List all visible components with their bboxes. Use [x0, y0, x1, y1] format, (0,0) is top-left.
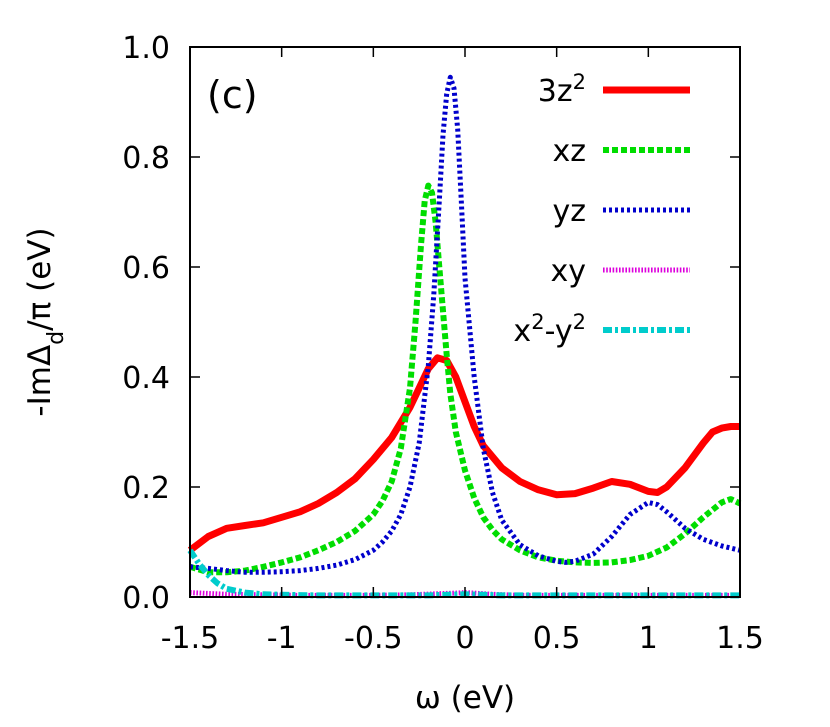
y-tick-label: 1.0	[122, 31, 170, 66]
legend-label-xy: xy	[550, 254, 586, 289]
x-tick-label: -0.5	[344, 621, 403, 656]
axis-ticks	[189, 46, 741, 598]
y-axis-label-subscript: d	[44, 331, 69, 345]
series-line-yz	[189, 74, 741, 575]
series-curves	[187, 74, 742, 599]
plot-frame	[189, 46, 741, 598]
y-tick-label: 0.8	[122, 141, 170, 176]
x-tick-label: 1	[639, 621, 658, 656]
x-tick-label: -1	[267, 621, 297, 656]
panel-label: (c)	[207, 73, 258, 117]
tick-labels: -1.5 -1 -0.5 0 0.5 1 1.5 0.0 0.2 0.4 0.6 0.8 1.0	[122, 31, 764, 656]
legend-label-3z2: 3z2	[538, 70, 586, 109]
x-tick-label: 1.5	[716, 621, 764, 656]
x-tick-label: -1.5	[161, 621, 220, 656]
legend-label-xz: xz	[552, 134, 586, 169]
x-tick-label: 0.5	[533, 621, 581, 656]
legend: 3z2 xz yz xy x2-y2	[513, 70, 690, 349]
y-axis-label-main: -ImΔ	[22, 345, 58, 417]
y-tick-label: 0.4	[122, 361, 170, 396]
y-tick-label: 0.0	[122, 581, 170, 616]
y-axis-label-unit: /π (eV)	[22, 227, 58, 330]
legend-label-x2-y2: x2-y2	[513, 310, 586, 349]
series-line-3z2	[187, 354, 740, 554]
y-axis-label: -ImΔd/π (eV)	[22, 227, 69, 416]
legend-label-yz: yz	[552, 194, 586, 229]
x-axis-label: ω (eV)	[415, 680, 515, 716]
y-tick-label: 0.6	[122, 251, 170, 286]
x-tick-label: 0	[455, 621, 474, 656]
series-line-x2-y2	[187, 548, 740, 599]
y-tick-label: 0.2	[122, 471, 170, 506]
series-line-xz	[189, 182, 742, 576]
